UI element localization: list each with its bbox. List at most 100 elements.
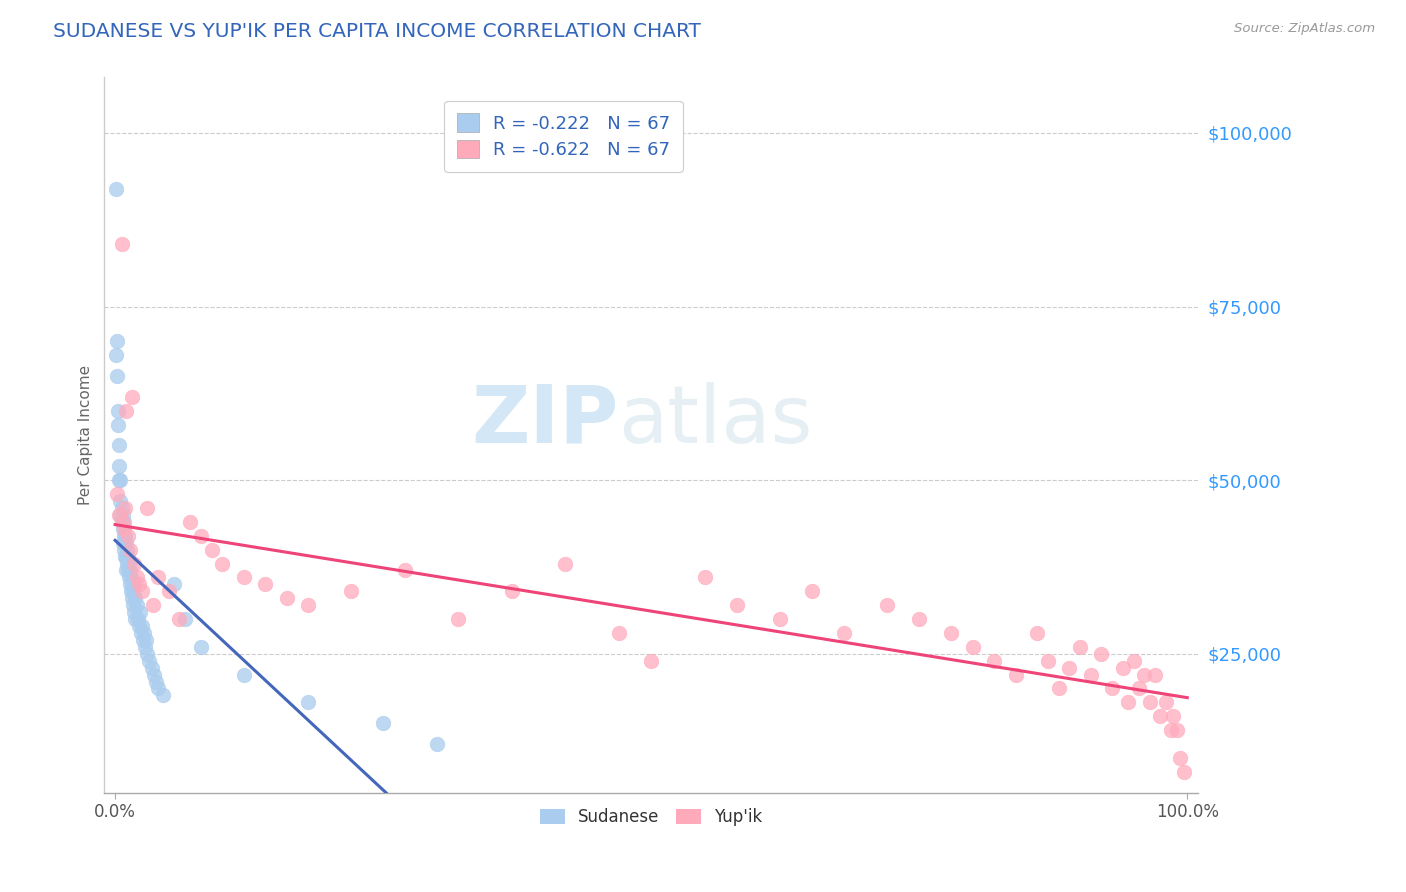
Point (152, 689, 174, 703)
Point (554, 557, 576, 571)
Point (426, 737, 449, 751)
Point (1080, 667, 1102, 681)
Point (142, 667, 165, 681)
Point (276, 591, 298, 606)
Point (121, 577, 143, 591)
Point (121, 390, 143, 404)
Point (134, 640, 156, 654)
Point (112, 515, 135, 529)
Y-axis label: Per Capita Income: Per Capita Income (79, 365, 93, 505)
Point (141, 661, 163, 675)
Point (124, 605, 146, 619)
Point (1133, 667, 1156, 681)
Point (120, 584, 142, 599)
Point (105, 181, 128, 195)
Point (146, 681, 169, 696)
Point (142, 598, 165, 612)
Point (1154, 695, 1177, 709)
Point (111, 522, 134, 536)
Point (1047, 681, 1070, 696)
Point (640, 654, 662, 668)
Point (211, 557, 233, 571)
Point (128, 577, 150, 591)
Point (117, 564, 139, 578)
Point (394, 564, 416, 578)
Point (112, 529, 135, 543)
Point (110, 494, 132, 508)
Point (125, 598, 148, 612)
Point (118, 570, 141, 584)
Point (120, 564, 142, 578)
Point (297, 598, 319, 612)
Point (1122, 654, 1144, 668)
Point (131, 619, 153, 633)
Point (128, 619, 150, 633)
Point (200, 542, 222, 557)
Point (173, 612, 195, 626)
Point (908, 612, 931, 626)
Point (1139, 695, 1161, 709)
Point (118, 557, 141, 571)
Point (114, 535, 136, 549)
Point (1059, 661, 1081, 675)
Point (725, 598, 748, 612)
Point (114, 529, 136, 543)
Point (190, 529, 212, 543)
Point (157, 584, 180, 599)
Text: ZIP: ZIP (471, 382, 619, 459)
Point (1144, 667, 1167, 681)
Text: SUDANESE VS YUP'IK PER CAPITA INCOME CORRELATION CHART: SUDANESE VS YUP'IK PER CAPITA INCOME COR… (53, 22, 702, 41)
Point (120, 570, 142, 584)
Point (1160, 723, 1182, 738)
Point (115, 557, 138, 571)
Point (114, 403, 136, 417)
Point (941, 626, 963, 640)
Point (124, 577, 146, 591)
Point (876, 598, 898, 612)
Point (135, 632, 157, 647)
Point (129, 626, 152, 640)
Point (110, 508, 132, 522)
Point (120, 577, 142, 591)
Point (117, 529, 139, 543)
Point (124, 612, 146, 626)
Point (127, 612, 149, 626)
Point (1101, 681, 1123, 696)
Point (1166, 723, 1188, 738)
Point (112, 522, 135, 536)
Point (105, 487, 128, 501)
Point (105, 348, 128, 362)
Point (131, 584, 153, 599)
Point (120, 542, 142, 557)
Point (138, 654, 160, 668)
Point (801, 584, 824, 599)
Point (1116, 695, 1139, 709)
Point (111, 508, 134, 522)
Point (110, 237, 132, 252)
Point (1173, 764, 1195, 779)
Point (132, 626, 155, 640)
Point (124, 591, 146, 606)
Point (769, 612, 792, 626)
Point (232, 667, 254, 681)
Point (132, 632, 155, 647)
Point (108, 438, 131, 452)
Point (962, 640, 984, 654)
Point (114, 549, 136, 564)
Point (114, 549, 136, 564)
Point (122, 598, 145, 612)
Point (112, 542, 135, 557)
Point (115, 542, 138, 557)
Point (297, 695, 319, 709)
Point (693, 570, 716, 584)
Point (190, 640, 212, 654)
Point (136, 500, 159, 515)
Point (1149, 709, 1171, 723)
Point (145, 674, 167, 689)
Point (1026, 626, 1049, 640)
Point (1036, 654, 1059, 668)
Point (373, 716, 395, 731)
Point (232, 570, 254, 584)
Point (110, 500, 132, 515)
Point (832, 626, 855, 640)
